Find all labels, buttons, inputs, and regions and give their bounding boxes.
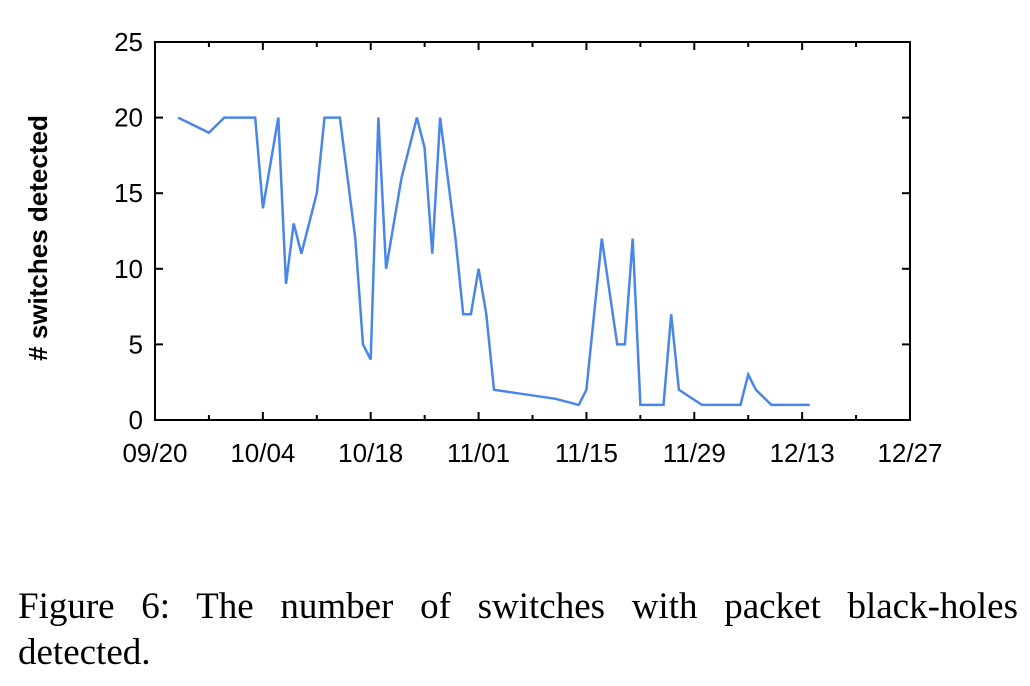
x-tick-label: 11/29 [663, 438, 726, 468]
y-tick-label: 0 [129, 405, 143, 435]
y-tick-label: 25 [114, 27, 143, 57]
series-line [177, 116, 810, 407]
x-tick-label: 11/15 [555, 438, 618, 468]
x-tick-label: 09/20 [122, 438, 187, 468]
y-tick-label: 10 [114, 254, 143, 284]
x-axis: 09/20 10/04 10/18 11/01 11/15 11/29 12/13 12/27 [122, 42, 943, 468]
y-axis-label: # switches detected [23, 115, 53, 361]
plot-border [154, 41, 911, 421]
x-tick-label: 10/18 [338, 438, 403, 468]
series-group [177, 116, 810, 407]
x-tick-label: 11/01 [447, 438, 510, 468]
y-tick-label: 20 [114, 103, 143, 133]
x-tick-label: 12/13 [770, 438, 835, 468]
plot-frame [154, 41, 911, 421]
y-tick-label: 15 [114, 178, 143, 208]
figure-caption: Figure 6: The number of switches with pa… [18, 586, 1018, 673]
y-axis: 0 5 10 15 20 25 [114, 27, 910, 435]
x-tick-label: 10/04 [230, 438, 295, 468]
x-tick-label: 12/27 [877, 438, 942, 468]
y-tick-label: 5 [129, 329, 143, 359]
line-chart: 0 5 10 15 20 25 09/20 10/04 10/18 11/01 11/15 11/2… [23, 27, 943, 468]
